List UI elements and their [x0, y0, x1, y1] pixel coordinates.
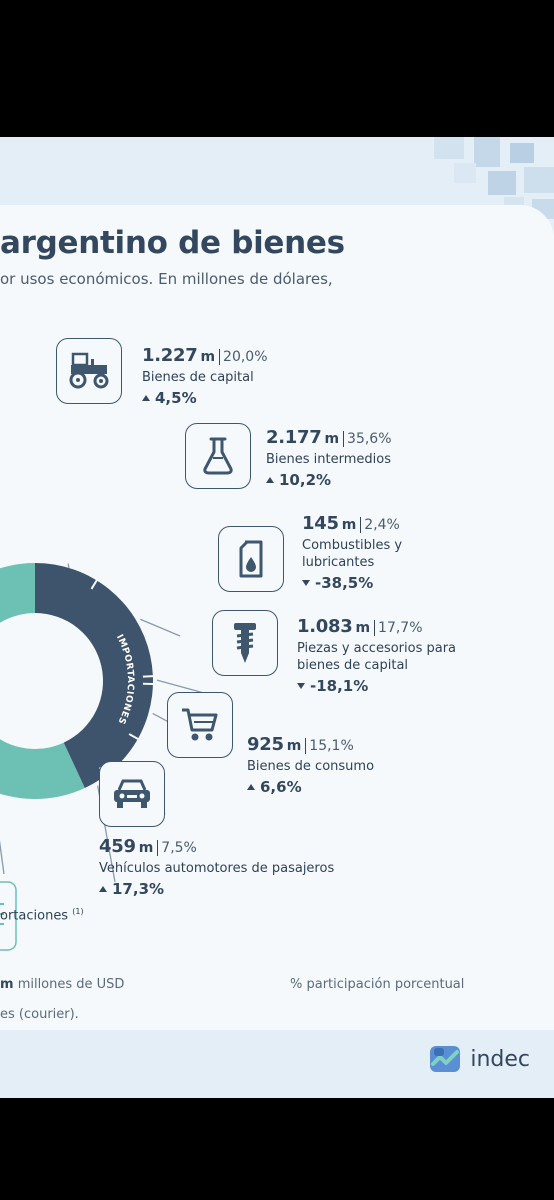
segment-divider: [128, 733, 142, 742]
value: 459: [99, 836, 136, 857]
category-name: Combustibles y lubricantes: [302, 538, 403, 570]
increase-arrow-icon: [247, 784, 255, 790]
category-name: Bienes intermedios: [266, 452, 391, 467]
change: -18,1%: [297, 677, 487, 695]
category-name: Vehículos automotores de pasajeros: [99, 861, 335, 876]
page-title: argentino de bienes: [0, 225, 345, 261]
category-name: Piezas y accesorios para bienes de capit…: [297, 641, 457, 673]
footer-band: [0, 1030, 554, 1098]
value: 1.083: [297, 616, 353, 637]
change: -38,5%: [302, 574, 432, 592]
label-piezas-y-accesorios: 1.083 m 17,7% Piezas y accesorios para bie…: [297, 616, 487, 695]
label-combustibles: 145 m 2,4% Combustibles y lubricantes -38,…: [302, 513, 432, 592]
share: 2,4%: [360, 517, 400, 533]
label-bienes-de-capital: 1.227 m 20,0% Bienes de capital 4,5%: [142, 345, 268, 407]
share: 17,7%: [374, 620, 423, 636]
share: 20,0%: [219, 349, 268, 365]
connector-line: [139, 618, 181, 637]
label-bienes-intermedios: 2.177 m 35,6% Bienes intermedios 10,2%: [266, 427, 392, 489]
unit: m: [341, 517, 357, 533]
share: 7,5%: [157, 840, 197, 856]
infographic: argentino de bienes or usos económicos. …: [0, 137, 554, 1098]
change: 4,5%: [142, 389, 268, 407]
import-ring-segment: [35, 563, 154, 788]
car-icon: [99, 761, 165, 827]
fuel-can-icon: [218, 526, 284, 592]
unit: m: [324, 431, 340, 447]
change: 17,3%: [99, 880, 334, 898]
unit: m: [138, 840, 154, 856]
value: 1.227: [142, 345, 198, 366]
indec-logo: indec: [430, 1044, 530, 1074]
connector-line: [0, 839, 5, 875]
share: 15,1%: [305, 738, 354, 754]
label-vehiculos: 459 m 7,5% Vehículos automotores de pasaje…: [99, 836, 334, 898]
share: 35,6%: [343, 431, 392, 447]
unit: m: [286, 738, 302, 754]
segment-divider: [90, 576, 100, 590]
increase-arrow-icon: [266, 477, 274, 483]
page-subtitle: or usos económicos. En millones de dólar…: [0, 270, 333, 288]
export-icon: [0, 881, 17, 951]
unit: m: [355, 620, 371, 636]
decorative-pixel-pattern: [434, 137, 554, 219]
screw-icon: [212, 610, 278, 676]
value: 925: [247, 734, 284, 755]
unit-legend: m millones de USD: [0, 977, 125, 992]
increase-arrow-icon: [142, 395, 150, 401]
percent-legend: % participación porcentual: [290, 977, 465, 992]
value: 2.177: [266, 427, 322, 448]
export-label: ortaciones (1): [0, 907, 84, 924]
indec-logo-icon: [430, 1046, 461, 1072]
category-name: Bienes de consumo: [247, 759, 375, 774]
shopping-cart-icon: [167, 692, 233, 758]
change: 6,6%: [247, 778, 374, 796]
tractor-icon: [56, 338, 122, 404]
label-bienes-de-consumo: 925 m 15,1% Bienes de consumo 6,6%: [247, 734, 374, 796]
decrease-arrow-icon: [302, 580, 310, 586]
unit: m: [200, 349, 216, 365]
flask-icon: [185, 423, 251, 489]
footnote: es (courier).: [0, 1007, 79, 1022]
decrease-arrow-icon: [297, 683, 305, 689]
export-ring-segment: [0, 563, 85, 799]
segment-divider: [142, 675, 157, 678]
change: 10,2%: [266, 471, 392, 489]
increase-arrow-icon: [99, 886, 107, 892]
logo-text: indec: [470, 1046, 530, 1072]
value: 145: [302, 513, 339, 534]
category-name: Bienes de capital: [142, 370, 254, 385]
